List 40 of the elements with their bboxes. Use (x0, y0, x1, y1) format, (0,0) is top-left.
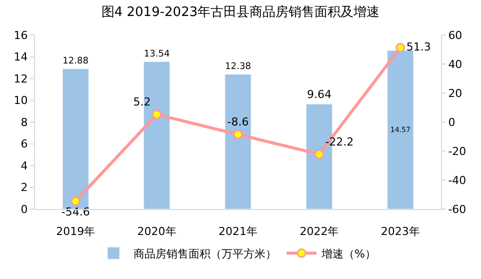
point (314, 149, 324, 159)
legend-label: 商品房销售面积（万平方米） (134, 247, 276, 260)
y-tick-label: 6 (20, 138, 28, 151)
y2-tick-label: 60 (448, 28, 462, 42)
x-tick-label: 2020年 (137, 225, 176, 238)
x-tick-label: 2021年 (218, 225, 258, 238)
bar (387, 50, 414, 209)
y-tick-label: 12 (14, 72, 28, 86)
y-tick-label: 0 (20, 202, 28, 216)
bar (62, 68, 89, 209)
data-label: 12.38 (225, 62, 252, 72)
bar (224, 74, 252, 209)
data-label: -8.6 (227, 116, 249, 129)
y-tick-label: 8 (20, 116, 28, 129)
data-label: 9.64 (306, 88, 332, 102)
x-tick-label: 2023年 (380, 225, 420, 238)
x-tick-label: 2019年 (56, 225, 96, 238)
point (70, 196, 80, 206)
y-tick-label: 10 (14, 94, 28, 108)
legend-label: 增速（%） (320, 247, 376, 260)
data-label: 13.54 (144, 49, 170, 60)
y2-tick-label: -60 (448, 202, 466, 216)
point (233, 130, 243, 140)
y-tick-label: 2 (20, 181, 28, 194)
y-tick-label: 14 (14, 50, 28, 64)
data-label: -22.2 (325, 135, 354, 148)
y2-tick-label: -40 (448, 174, 466, 187)
y2-tick-label: 0 (448, 116, 456, 129)
x-tick-label: 2022年 (300, 225, 339, 238)
point (396, 42, 406, 52)
chart-title: 图4 2019-2023年古田县商品房销售面积及增速 (101, 4, 380, 20)
y2-tick-label: 40 (448, 58, 462, 71)
y2-tick-label: -20 (448, 144, 466, 158)
data-label: 5.2 (133, 96, 151, 109)
data-label: 12.88 (62, 56, 89, 66)
data-label: 51.3 (406, 40, 431, 54)
y2-tick-label: 20 (448, 86, 462, 100)
y-tick-label: 4 (20, 159, 28, 172)
y-tick-label: 16 (14, 28, 28, 42)
point (152, 110, 162, 120)
